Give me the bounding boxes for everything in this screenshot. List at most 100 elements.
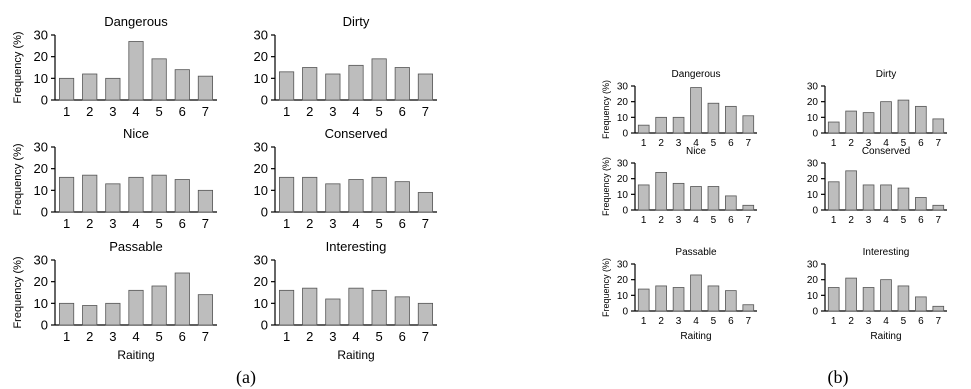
chart-a-interesting-ytick-label: 20 xyxy=(254,274,268,289)
chart-a-dangerous-bar xyxy=(58,77,75,101)
chart-a-dirty-title: Dirty xyxy=(343,14,370,29)
chart-a-interesting-xtick-label: 6 xyxy=(399,329,406,344)
chart-a-interesting-bar xyxy=(417,302,434,326)
chart-a-dirty-xtick-label: 6 xyxy=(399,104,406,119)
chart-a-nice-xtick-label: 3 xyxy=(109,216,116,231)
chart-b-passable-bar xyxy=(690,274,702,312)
chart-b-interesting-bar xyxy=(827,287,840,312)
chart-a-dangerous-xtick-label: 4 xyxy=(132,104,139,119)
chart-a-interesting-xtick-label: 3 xyxy=(329,329,336,344)
chart-b-passable-xtick-label: 1 xyxy=(641,316,647,327)
chart-b-nice-bar xyxy=(637,184,650,211)
chart-b-conserved-ytick-label: 0 xyxy=(812,206,818,217)
chart-b-nice-xtick-label: 6 xyxy=(728,215,734,226)
chart-b-dirty-title: Dirty xyxy=(876,69,897,80)
chart-a-dangerous-bar xyxy=(197,75,214,101)
chart-b-passable-xtick-label: 5 xyxy=(711,316,717,327)
chart-a-dirty-bar xyxy=(394,67,410,101)
chart-b-interesting-xtick-label: 5 xyxy=(901,316,907,327)
chart-a-nice-ytick-label: 0 xyxy=(41,205,48,220)
chart-a-passable-ytick-label: 30 xyxy=(34,253,48,268)
chart-b-interesting-title: Interesting xyxy=(863,247,910,258)
chart-a-interesting-xtick-label: 7 xyxy=(422,329,429,344)
chart-a-conserved-ytick-label: 0 xyxy=(261,205,268,220)
chart-b-dirty-xtick-label: 1 xyxy=(831,138,837,149)
chart-b-dangerous-bar xyxy=(707,102,720,134)
chart-a-nice-ytick-label: 20 xyxy=(34,161,48,176)
chart-b-nice-ytick-label: 20 xyxy=(617,174,629,185)
chart-a-dangerous-bar xyxy=(174,69,190,101)
chart-b-interesting-xtick-label: 7 xyxy=(936,316,942,327)
panel-b-caption: (b) xyxy=(828,367,849,388)
chart-b-dangerous-bar xyxy=(725,105,737,134)
chart-b-nice-xtick-label: 4 xyxy=(693,215,699,226)
chart-a-passable-bar xyxy=(105,302,121,326)
chart-a-dangerous-ylabel: Frequency (%) xyxy=(12,31,24,103)
chart-b-interesting-bar xyxy=(932,305,945,312)
chart-b-conserved-bar xyxy=(827,181,840,211)
chart-a-passable-bar xyxy=(82,305,98,326)
chart-b-passable-xtick-label: 2 xyxy=(658,316,664,327)
chart-b-dangerous-ytick-label: 0 xyxy=(622,129,628,140)
chart-a-conserved-xtick-label: 1 xyxy=(283,216,290,231)
chart-a-dirty-xtick-label: 3 xyxy=(329,104,336,119)
chart-a-dirty-bar xyxy=(371,58,387,101)
chart-a-conserved-ytick-label: 10 xyxy=(254,183,268,198)
chart-a-conserved-bar xyxy=(325,183,341,213)
chart-b-dirty-ytick-label: 30 xyxy=(807,82,819,93)
chart-b-nice-ytick-label: 0 xyxy=(622,206,628,217)
chart-b-passable-xtick-label: 7 xyxy=(746,316,752,327)
chart-a-dirty-ytick-label: 20 xyxy=(254,49,268,64)
chart-b-conserved-xtick-label: 5 xyxy=(901,215,907,226)
chart-a-conserved-ytick-label: 30 xyxy=(254,140,268,155)
chart-a-dangerous-xtick-label: 2 xyxy=(86,104,93,119)
chart-a-passable-xtick-label: 5 xyxy=(156,329,163,344)
chart-a-dangerous-xtick-label: 6 xyxy=(179,104,186,119)
chart-a-nice-bar xyxy=(128,176,144,213)
chart-b-conserved-bar xyxy=(932,204,945,211)
chart-b-dangerous-bar xyxy=(637,124,650,134)
chart-b-dangerous-xtick-label: 6 xyxy=(728,138,734,149)
chart-b-passable-ytick-label: 20 xyxy=(617,275,629,286)
chart-a-dirty-ytick-label: 30 xyxy=(254,28,268,43)
chart-b-nice-bar xyxy=(742,204,755,211)
chart-b-dirty-bar xyxy=(915,105,927,134)
chart-a-dirty-bar xyxy=(325,73,341,101)
chart-b-dirty-ytick-label: 20 xyxy=(807,97,819,108)
chart-a-passable-ytick-label: 10 xyxy=(34,296,48,311)
chart-a-interesting-bar xyxy=(348,287,364,326)
chart-a-dirty-bar xyxy=(348,64,364,101)
chart-a-conserved-bar xyxy=(394,181,410,213)
chart-a-nice-xtick-label: 7 xyxy=(202,216,209,231)
chart-a-nice-bar xyxy=(174,179,190,213)
chart-a-nice-bar xyxy=(82,174,98,213)
chart-a-passable-title: Passable xyxy=(109,239,162,254)
chart-b-dirty-bar xyxy=(880,101,892,134)
chart-b-conserved-xtick-label: 7 xyxy=(936,215,942,226)
chart-a-passable-xtick-label: 2 xyxy=(86,329,93,344)
chart-a-interesting-ytick-label: 30 xyxy=(254,253,268,268)
chart-b-interesting-bar xyxy=(897,285,910,312)
chart-a-dangerous-bar xyxy=(128,41,144,101)
chart-b-passable-bar xyxy=(742,304,755,312)
chart-a-nice-ytick-label: 10 xyxy=(34,183,48,198)
chart-a-conserved-xtick-label: 7 xyxy=(422,216,429,231)
chart-a-nice-ytick-label: 30 xyxy=(34,140,48,155)
chart-a-nice-bar xyxy=(58,176,75,213)
chart-b-nice-xtick-label: 1 xyxy=(641,215,647,226)
chart-b-passable-xtick-label: 3 xyxy=(676,316,682,327)
chart-b-nice-bar xyxy=(690,186,702,211)
chart-b-conserved-ytick-label: 20 xyxy=(807,174,819,185)
chart-b-nice-xtick-label: 7 xyxy=(746,215,752,226)
chart-b-passable-ytick-label: 30 xyxy=(617,260,629,271)
chart-a-nice-bar xyxy=(151,174,167,213)
chart-a-interesting-title: Interesting xyxy=(326,239,387,254)
chart-b-conserved-xtick-label: 2 xyxy=(848,215,854,226)
chart-b-dirty-xtick-label: 6 xyxy=(918,138,924,149)
chart-b-dangerous-bar xyxy=(690,87,702,134)
chart-b-interesting-bar xyxy=(845,277,857,312)
chart-b-dirty-bar xyxy=(862,112,875,134)
chart-b-dangerous-xtick-label: 5 xyxy=(711,138,717,149)
chart-b-nice-ytick-label: 30 xyxy=(617,159,629,170)
